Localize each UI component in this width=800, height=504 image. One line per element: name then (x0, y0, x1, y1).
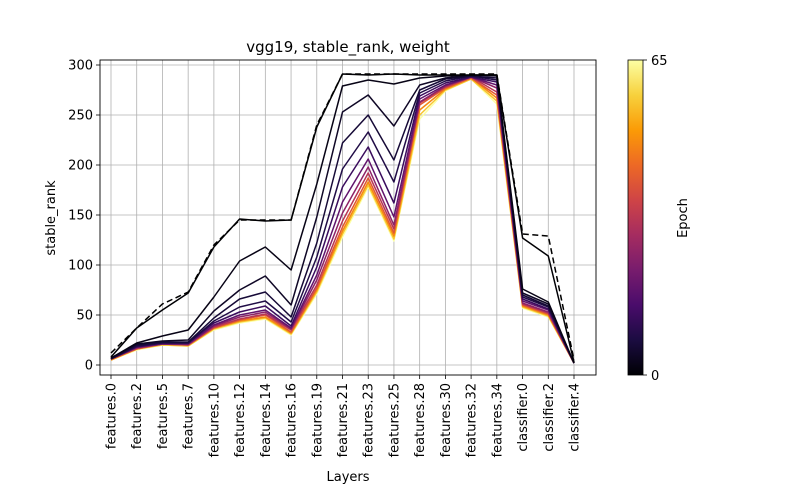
x-tick-label: features.25 (387, 383, 402, 457)
y-tick-label: 250 (68, 109, 93, 124)
x-tick-label: features.32 (465, 383, 480, 457)
x-tick-label: features.7 (182, 383, 197, 449)
y-tick-label: 50 (76, 309, 93, 324)
y-axis-ticks: 0 50 100 150 200 250 300 (68, 59, 100, 374)
x-tick-label: features.2 (130, 383, 145, 449)
x-tick-label: classifier.4 (568, 383, 583, 452)
y-tick-label: 200 (68, 159, 93, 174)
chart-title: vgg19, stable_rank, weight (246, 38, 450, 57)
y-tick-label: 150 (68, 209, 93, 224)
x-tick-label: features.21 (336, 383, 351, 457)
reference-dashed-line (110, 73, 575, 361)
y-tick-label: 100 (68, 259, 93, 274)
x-tick-label: features.23 (362, 383, 377, 457)
x-tick-label: features.34 (490, 383, 505, 457)
x-axis-ticks: features.0 features.2 features.5 features.7… (105, 375, 583, 457)
x-axis-label: Layers (326, 470, 369, 485)
x-tick-label: classifier.2 (542, 383, 557, 452)
plot-frame (99, 59, 597, 376)
colorbar: 65 0 Epoch (627, 54, 691, 384)
x-tick-label: features.28 (413, 383, 428, 457)
x-tick-label: features.16 (285, 383, 300, 457)
x-tick-label: features.10 (207, 383, 222, 457)
series-lines (110, 73, 575, 364)
colorbar-label: Epoch (676, 198, 691, 238)
x-tick-label: features.19 (310, 383, 325, 457)
y-axis-label: stable_rank (44, 180, 59, 256)
x-tick-label: features.14 (259, 383, 274, 457)
y-tick-label: 300 (68, 59, 93, 74)
colorbar-tick-min: 0 (651, 369, 659, 384)
x-tick-label: features.30 (439, 383, 454, 457)
x-tick-label: classifier.0 (516, 383, 531, 452)
colorbar-gradient (627, 59, 644, 376)
y-tick-label: 0 (85, 359, 93, 374)
x-tick-label: features.12 (233, 383, 248, 457)
grid-lines (100, 60, 596, 375)
x-tick-label: features.5 (156, 383, 171, 449)
colorbar-tick-max: 65 (651, 54, 668, 69)
x-tick-label: features.0 (105, 383, 120, 449)
